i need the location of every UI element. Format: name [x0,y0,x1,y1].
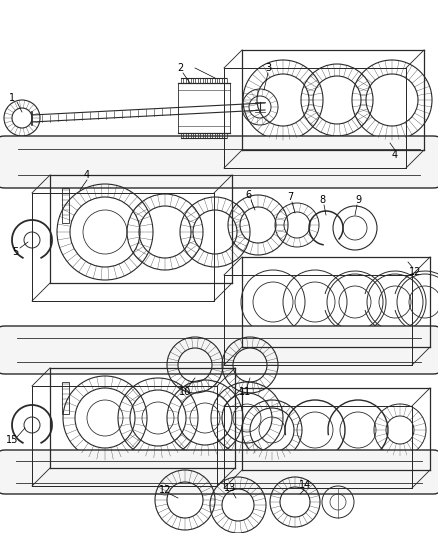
FancyBboxPatch shape [0,136,438,188]
Bar [62,188,69,223]
Text: 15: 15 [6,435,18,445]
Text: 11: 11 [239,387,251,397]
Text: 9: 9 [355,195,361,205]
Text: 14: 14 [299,480,311,490]
Text: 4: 4 [84,170,90,180]
FancyBboxPatch shape [0,450,438,494]
Text: 4: 4 [392,150,398,160]
Text: 13: 13 [224,483,236,493]
Text: 1: 1 [9,93,15,103]
Text: 7: 7 [287,192,293,202]
Text: 10: 10 [179,387,191,397]
Bar [62,382,69,414]
Text: 2: 2 [177,63,183,73]
Text: 6: 6 [245,190,251,200]
Text: 12: 12 [409,267,421,277]
Text: 3: 3 [265,63,271,73]
Text: 12: 12 [159,485,171,495]
Text: 5: 5 [12,247,18,257]
Text: 8: 8 [319,195,325,205]
FancyBboxPatch shape [0,326,438,374]
